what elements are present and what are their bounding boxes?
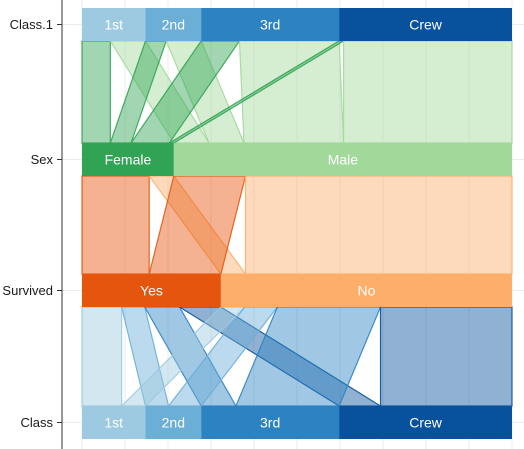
ribbon-survived-no-to-crew [381,307,512,406]
bar-label-class-1-crew: Crew [409,17,443,33]
ribbon-sex-female-to-yes [82,176,149,274]
bar-label-class-1st: 1st [104,415,123,431]
bar-label-sex-female: Female [105,152,152,168]
axis-label-survived: Survived [2,283,53,298]
bar-label-class-2nd: 2nd [162,415,185,431]
axis-label-sex: Sex [31,152,54,167]
bar-label-survived-no: No [357,283,375,299]
bar-label-class-crew: Crew [409,415,443,431]
ribbons [82,41,512,406]
bar-label-survived-yes: Yes [140,283,163,299]
bar-label-class-1-1st: 1st [104,17,123,33]
axis-label-class-1: Class.1 [10,17,53,32]
bar-label-class-1-3rd: 3rd [260,17,280,33]
axis-label-class: Class [20,415,53,430]
bar-label-sex-male: Male [328,152,359,168]
ribbon-survived-yes-to-1st [82,307,122,406]
ribbon-class-1-1st-to-female [82,41,110,143]
bar-label-class-3rd: 3rd [260,415,280,431]
ribbon-class-1-crew-to-male [344,41,512,143]
ribbon-sex-male-to-no [246,176,512,274]
axis: Class.1 Sex Survived Class [2,0,62,449]
bar-label-class-1-2nd: 2nd [162,17,185,33]
